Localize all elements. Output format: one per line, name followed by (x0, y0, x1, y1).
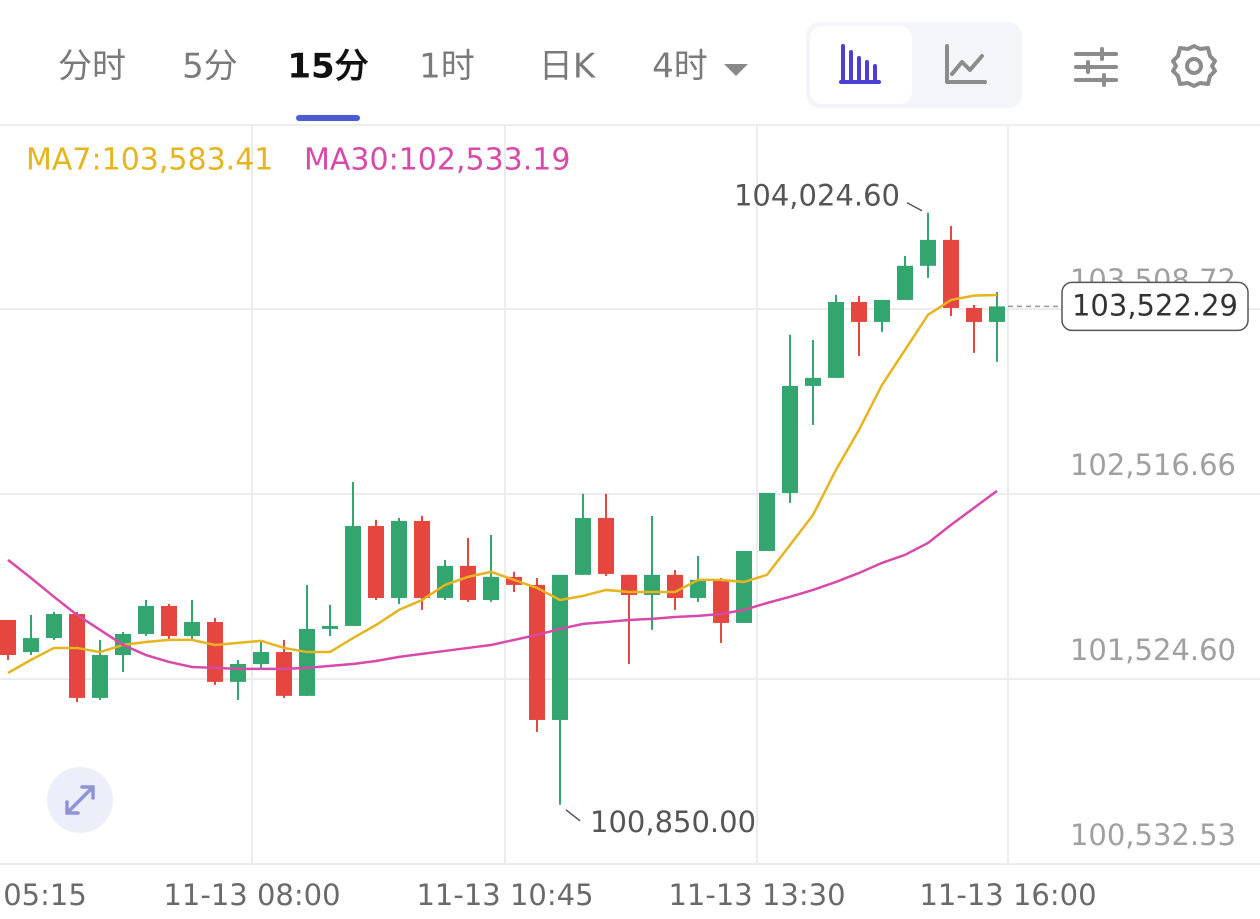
candle-body (598, 517, 614, 574)
y-tick-label: 101,524.60 (1070, 633, 1236, 667)
legend-entry: MA30:102,533.19 (304, 143, 570, 178)
plot (0, 212, 1005, 805)
settings-gear-button[interactable] (1171, 44, 1217, 88)
candle-body (943, 239, 959, 308)
candle-body (483, 576, 499, 601)
x-tick-label: 05:15 (3, 878, 87, 912)
moving-average-line (7, 293, 998, 675)
candle-body (391, 520, 407, 598)
y-tick-label: 100,532.53 (1070, 818, 1236, 852)
candle-body (230, 663, 246, 682)
period-tabs: 分时 5分 15分 1时 日K 4时 (58, 47, 708, 121)
labels: 100,532.53101,524.60102,516.66103,508.72… (3, 143, 1249, 912)
active-tab-underline (296, 115, 360, 121)
candle-body (920, 239, 936, 266)
candle-body (552, 574, 568, 720)
candle-body (966, 307, 982, 322)
period-tab[interactable]: 1时 (419, 47, 475, 87)
candle-body (276, 652, 292, 696)
period-tab[interactable]: 15分 (287, 47, 368, 87)
candle-body (736, 550, 752, 623)
dropdown-caret[interactable] (724, 64, 748, 76)
legend-entry: MA7:103,583.41 (26, 143, 273, 178)
candle-body (184, 622, 200, 637)
candle-body (713, 579, 729, 623)
period-tab[interactable]: 分时 (58, 47, 126, 87)
candle-body (851, 301, 867, 322)
candle-body (207, 622, 223, 682)
candle-body (138, 605, 154, 634)
candle-icon (839, 44, 881, 84)
indicator-settings-button[interactable] (1074, 47, 1118, 87)
moving-average-line (7, 489, 998, 671)
period-tab[interactable]: 4时 (652, 47, 708, 87)
last-price-label: 103,522.29 (1072, 288, 1238, 322)
x-tick-label: 11-13 10:45 (416, 878, 593, 912)
period-tab[interactable]: 5分 (182, 47, 238, 87)
period-tab[interactable]: 日K (539, 47, 597, 87)
candle-body (299, 628, 315, 696)
x-tick-label: 11-13 13:30 (668, 878, 845, 912)
candle-body (529, 584, 545, 720)
candle-body (897, 265, 913, 300)
candle-body (345, 525, 361, 626)
candle-body (161, 605, 177, 637)
x-tick-label: 11-13 08:00 (163, 878, 340, 912)
candle-body (414, 520, 430, 598)
line-mode-button[interactable] (945, 44, 987, 84)
candle-body (782, 385, 798, 493)
candle-body (253, 652, 269, 664)
x-tick-label: 11-13 16:00 (919, 878, 1096, 912)
candle-body (368, 525, 384, 598)
last-price-box (1061, 281, 1249, 332)
high-annotation: 104,024.60 (734, 179, 900, 213)
candle-body (667, 574, 683, 598)
candle-body (575, 517, 591, 575)
candle-body (92, 655, 108, 698)
candle-body (69, 614, 85, 698)
low-annotation: 100,850.00 (590, 805, 756, 839)
y-tick-label: 102,516.66 (1070, 448, 1236, 482)
low-marker-line (565, 809, 581, 822)
candle-body (759, 492, 775, 551)
candle-body (0, 619, 16, 656)
candle-body (23, 638, 39, 653)
candle-body (460, 565, 476, 601)
candle-body (644, 574, 660, 595)
candle-body (805, 377, 821, 386)
candle-body (437, 565, 453, 598)
high-marker-line (906, 202, 923, 212)
candle-body (874, 299, 890, 322)
candle-body (621, 574, 637, 595)
candle-body (690, 579, 706, 598)
candle-body (828, 301, 844, 378)
grid (0, 125, 1260, 865)
candle-body (989, 306, 1005, 322)
candle-body (322, 625, 338, 629)
candle-body (46, 614, 62, 639)
fullscreen-button[interactable] (47, 767, 113, 833)
